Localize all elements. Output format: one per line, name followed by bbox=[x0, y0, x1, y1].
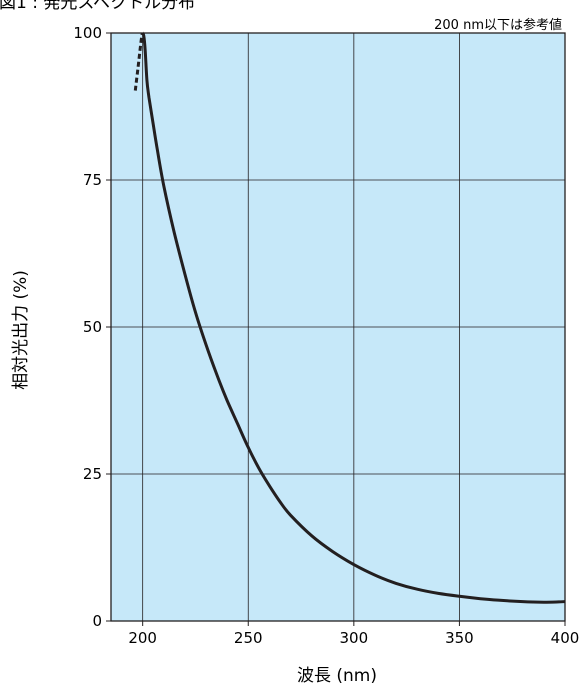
grid-lines bbox=[111, 33, 565, 621]
reference-note: 200 nm以下は参考値 bbox=[434, 17, 562, 33]
x-tick-label: 300 bbox=[340, 629, 369, 647]
y-tick-label: 75 bbox=[83, 171, 102, 189]
spectrum-line bbox=[140, 31, 566, 604]
x-tick-label: 350 bbox=[445, 629, 474, 647]
x-tick-label: 250 bbox=[234, 629, 263, 647]
y-axis-label: 相対光出力 (%) bbox=[11, 270, 31, 390]
x-tick-labels: 200 250 300 350 400 bbox=[128, 629, 579, 647]
y-tick-label: 100 bbox=[73, 24, 102, 42]
x-tick-label: 400 bbox=[551, 629, 580, 647]
reference-segment-line bbox=[133, 32, 144, 91]
y-tick-label: 25 bbox=[83, 465, 102, 483]
y-tick-label: 50 bbox=[83, 318, 102, 336]
y-tick-label: 0 bbox=[92, 612, 102, 630]
tick-marks bbox=[106, 32, 566, 626]
x-tick-label: 200 bbox=[128, 629, 157, 647]
chart-title: 図1 : 発光スペクトル分布 bbox=[0, 0, 195, 13]
y-tick-labels: 0 25 50 75 100 bbox=[73, 24, 102, 630]
data-series bbox=[133, 31, 566, 604]
x-axis-label: 波長 (nm) bbox=[297, 666, 377, 686]
